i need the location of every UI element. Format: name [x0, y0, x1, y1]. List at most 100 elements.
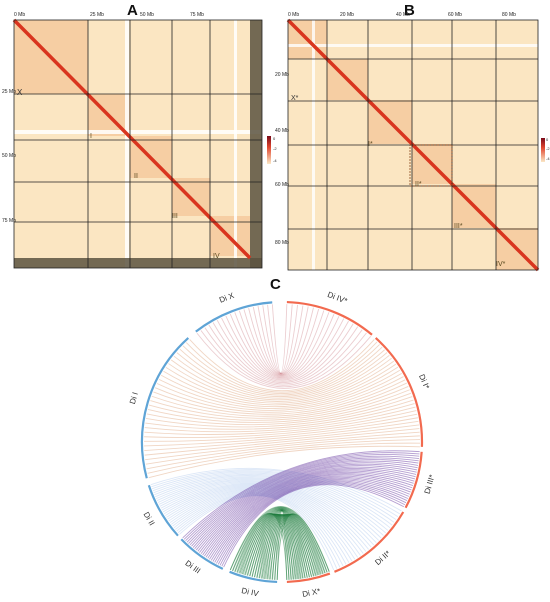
chromosome-arcs	[140, 300, 424, 584]
gap-band	[14, 130, 262, 134]
ribbon	[229, 512, 288, 580]
ribbon	[199, 467, 416, 553]
ribbon	[182, 450, 420, 539]
axis-tick-a-1: 25 Mb	[90, 12, 104, 18]
ribbon	[146, 396, 413, 426]
ribbon	[202, 470, 415, 556]
ribbon	[189, 459, 419, 546]
ribbon	[170, 354, 390, 401]
ribbon	[172, 491, 350, 563]
ribbon	[216, 319, 349, 382]
ribbon	[168, 488, 359, 558]
ribbon	[145, 435, 420, 465]
ribbon	[276, 510, 288, 580]
ribbon	[189, 339, 375, 392]
highlight-box-b	[409, 144, 453, 187]
ribbon	[145, 399, 414, 428]
arc-left-0	[195, 301, 273, 333]
ribbon	[192, 462, 418, 548]
segment-label-right-4: Di X*	[302, 587, 322, 599]
ribbon	[144, 410, 417, 435]
ribbon	[212, 477, 410, 562]
axis-tick-b-left-3: 80 Mb	[275, 240, 289, 246]
chrom-label-a-ii: II	[134, 173, 138, 180]
chrom-label-a-iv: IV	[213, 253, 220, 260]
panel-c-letter: C	[270, 276, 281, 293]
gap-band	[234, 20, 237, 268]
ribbon	[200, 469, 416, 555]
axis-tick-a-left-3: 75 Mb	[2, 218, 16, 224]
segment-label-left-3: Di III	[183, 559, 202, 576]
ribbon	[144, 428, 420, 456]
ribbon	[238, 507, 322, 575]
gap-band	[125, 20, 129, 268]
ribbon	[216, 480, 409, 564]
synteny-ribbons	[143, 304, 420, 580]
gap-band	[288, 44, 538, 47]
ribbon	[147, 442, 420, 474]
ribbon	[221, 317, 345, 381]
chrom-label-b-iii: III*	[454, 223, 463, 230]
ribbon	[253, 509, 308, 578]
ribbon	[210, 476, 411, 561]
segment-label-left-1: Di I	[128, 391, 140, 405]
arc-right-2	[404, 451, 423, 509]
ribbon	[185, 453, 420, 542]
unplaced-region	[250, 20, 262, 268]
ribbon	[165, 360, 395, 404]
ribbon	[262, 304, 298, 375]
ribbon	[160, 366, 399, 408]
ribbon	[186, 455, 420, 543]
ribbon	[229, 313, 335, 379]
panel-b-heatmap: 0 Mb 20 Mb 40 Mb 60 Mb 80 Mb 20 Mb 40 Mb…	[275, 12, 550, 272]
ribbon	[144, 424, 420, 451]
ribbon	[191, 460, 419, 547]
ribbon	[258, 509, 304, 579]
panel-c-circos: Di X Di I Di II Di III Di IV Di IV* Di I* Di II…	[128, 290, 437, 599]
ribbon	[163, 363, 397, 406]
ribbon	[145, 403, 415, 430]
ribbon	[166, 486, 364, 554]
panel-a-letter: A	[127, 2, 138, 19]
ribbon	[162, 483, 372, 548]
ribbon	[271, 304, 288, 374]
ribbon	[240, 507, 320, 575]
ribbon	[158, 479, 382, 539]
scale-tick-a-0: 0	[273, 136, 276, 141]
ribbon	[257, 305, 304, 375]
ribbon	[143, 417, 418, 442]
segment-label-right-0: Di IV*	[326, 290, 348, 306]
ribbon	[209, 475, 412, 560]
ribbon	[151, 470, 399, 518]
arc-left-1	[140, 337, 190, 479]
ribbon	[150, 467, 402, 512]
ribbon	[203, 472, 414, 557]
axis-tick-b-2: 40 Mb	[396, 12, 410, 18]
ribbon	[234, 506, 326, 574]
ribbon	[145, 431, 420, 461]
axis-tick-b-left-0: 20 Mb	[275, 72, 289, 78]
axis-tick-a-left-1: 25 Mb	[2, 89, 16, 95]
arc-right-4	[286, 572, 331, 584]
ribbon	[163, 484, 369, 550]
arc-right-3	[334, 511, 405, 573]
ribbon	[177, 494, 338, 569]
segment-label-right-2: Di III*	[423, 474, 437, 495]
arc-left-2	[147, 484, 179, 537]
chrom-label-a-x: X	[17, 88, 23, 97]
ribbon	[243, 308, 320, 376]
ribbon	[157, 478, 384, 536]
axis-tick-a-2: 50 Mb	[140, 12, 154, 18]
ribbon	[274, 510, 290, 580]
ribbon	[159, 480, 380, 541]
ribbon	[160, 481, 377, 544]
ribbon	[165, 485, 367, 552]
ribbon	[153, 379, 406, 415]
ribbon	[144, 406, 416, 433]
axis-tick-a-left-2: 50 Mb	[2, 153, 16, 159]
ribbon	[155, 476, 389, 531]
panel-b-letter: B	[404, 2, 415, 19]
ribbon	[200, 330, 367, 388]
ribbon	[223, 484, 405, 568]
